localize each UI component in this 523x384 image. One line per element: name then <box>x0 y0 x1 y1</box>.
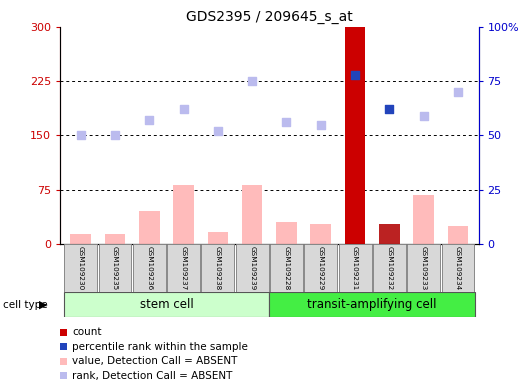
Bar <box>311 224 331 244</box>
Text: rank, Detection Call = ABSENT: rank, Detection Call = ABSENT <box>72 371 233 381</box>
Bar <box>139 211 160 244</box>
Bar <box>407 244 440 292</box>
Text: GSM109229: GSM109229 <box>318 246 324 290</box>
Text: GSM109230: GSM109230 <box>78 246 84 290</box>
Point <box>385 106 394 113</box>
Bar <box>242 185 263 244</box>
Bar <box>276 222 297 244</box>
Bar <box>167 244 200 292</box>
Text: GSM109237: GSM109237 <box>180 246 187 290</box>
Text: value, Detection Call = ABSENT: value, Detection Call = ABSENT <box>72 356 237 366</box>
Text: GSM109239: GSM109239 <box>249 246 255 290</box>
Point <box>282 119 291 126</box>
Bar <box>201 244 234 292</box>
Bar <box>173 185 194 244</box>
Text: GSM109228: GSM109228 <box>283 246 290 290</box>
Bar <box>304 244 337 292</box>
Point <box>454 89 462 95</box>
Point <box>179 106 188 113</box>
Title: GDS2395 / 209645_s_at: GDS2395 / 209645_s_at <box>186 10 353 25</box>
Bar <box>64 244 97 292</box>
Point <box>419 113 428 119</box>
Text: GSM109232: GSM109232 <box>386 246 392 290</box>
Bar <box>373 244 406 292</box>
Bar <box>98 244 131 292</box>
Text: ▶: ▶ <box>39 300 47 310</box>
Point <box>111 132 119 139</box>
Text: count: count <box>72 327 102 337</box>
Point <box>248 78 256 84</box>
Bar <box>448 226 468 244</box>
Point <box>214 128 222 134</box>
Bar <box>441 244 474 292</box>
Text: transit-amplifying cell: transit-amplifying cell <box>308 298 437 311</box>
Bar <box>208 232 228 244</box>
Bar <box>64 292 269 317</box>
Bar <box>270 244 303 292</box>
Point <box>145 117 153 123</box>
Bar <box>269 292 475 317</box>
Bar <box>413 195 434 244</box>
Text: stem cell: stem cell <box>140 298 194 311</box>
Bar <box>236 244 269 292</box>
Point <box>316 121 325 127</box>
Text: GSM109235: GSM109235 <box>112 246 118 290</box>
Point <box>351 71 359 78</box>
Text: percentile rank within the sample: percentile rank within the sample <box>72 342 248 352</box>
Bar <box>71 235 91 244</box>
Bar <box>345 27 366 244</box>
Point <box>76 132 85 139</box>
Text: GSM109234: GSM109234 <box>455 246 461 290</box>
Bar <box>105 234 126 244</box>
Bar <box>338 244 371 292</box>
Bar <box>379 223 400 244</box>
Text: GSM109231: GSM109231 <box>352 246 358 290</box>
Text: cell type: cell type <box>3 300 47 310</box>
Text: GSM109236: GSM109236 <box>146 246 152 290</box>
Text: GSM109238: GSM109238 <box>215 246 221 290</box>
Text: GSM109233: GSM109233 <box>420 246 427 290</box>
Bar <box>133 244 166 292</box>
